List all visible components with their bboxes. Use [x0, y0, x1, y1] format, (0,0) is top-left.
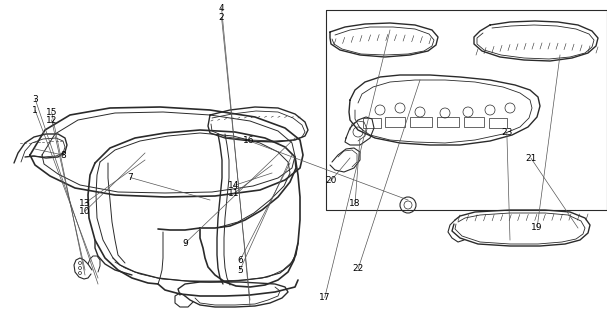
Text: 19: 19 [532, 223, 543, 232]
Bar [489, 118, 507, 128]
Text: 4: 4 [219, 4, 225, 12]
Text: 1: 1 [32, 106, 38, 115]
Bar [385, 117, 405, 127]
Text: 8: 8 [61, 151, 67, 160]
Bar [437, 117, 459, 127]
Text: 7: 7 [127, 173, 134, 182]
Text: 17: 17 [319, 293, 330, 302]
Bar [363, 118, 381, 128]
Text: 12: 12 [46, 116, 57, 124]
Text: 18: 18 [350, 199, 361, 208]
Text: 11: 11 [228, 189, 239, 198]
Text: 10: 10 [80, 207, 90, 216]
Text: 16: 16 [243, 136, 254, 145]
Text: 15: 15 [46, 108, 57, 116]
Text: 22: 22 [353, 264, 364, 273]
Text: 2: 2 [219, 13, 225, 22]
Text: 13: 13 [80, 199, 90, 208]
Text: 3: 3 [32, 95, 38, 104]
Text: 21: 21 [526, 154, 537, 163]
Text: 6: 6 [237, 256, 243, 265]
Bar [410, 117, 432, 127]
Text: 23: 23 [501, 128, 512, 137]
Text: 14: 14 [228, 181, 239, 190]
Text: 20: 20 [325, 176, 336, 185]
Bar [464, 117, 484, 127]
Text: 9: 9 [182, 239, 188, 248]
Text: 5: 5 [237, 266, 243, 275]
